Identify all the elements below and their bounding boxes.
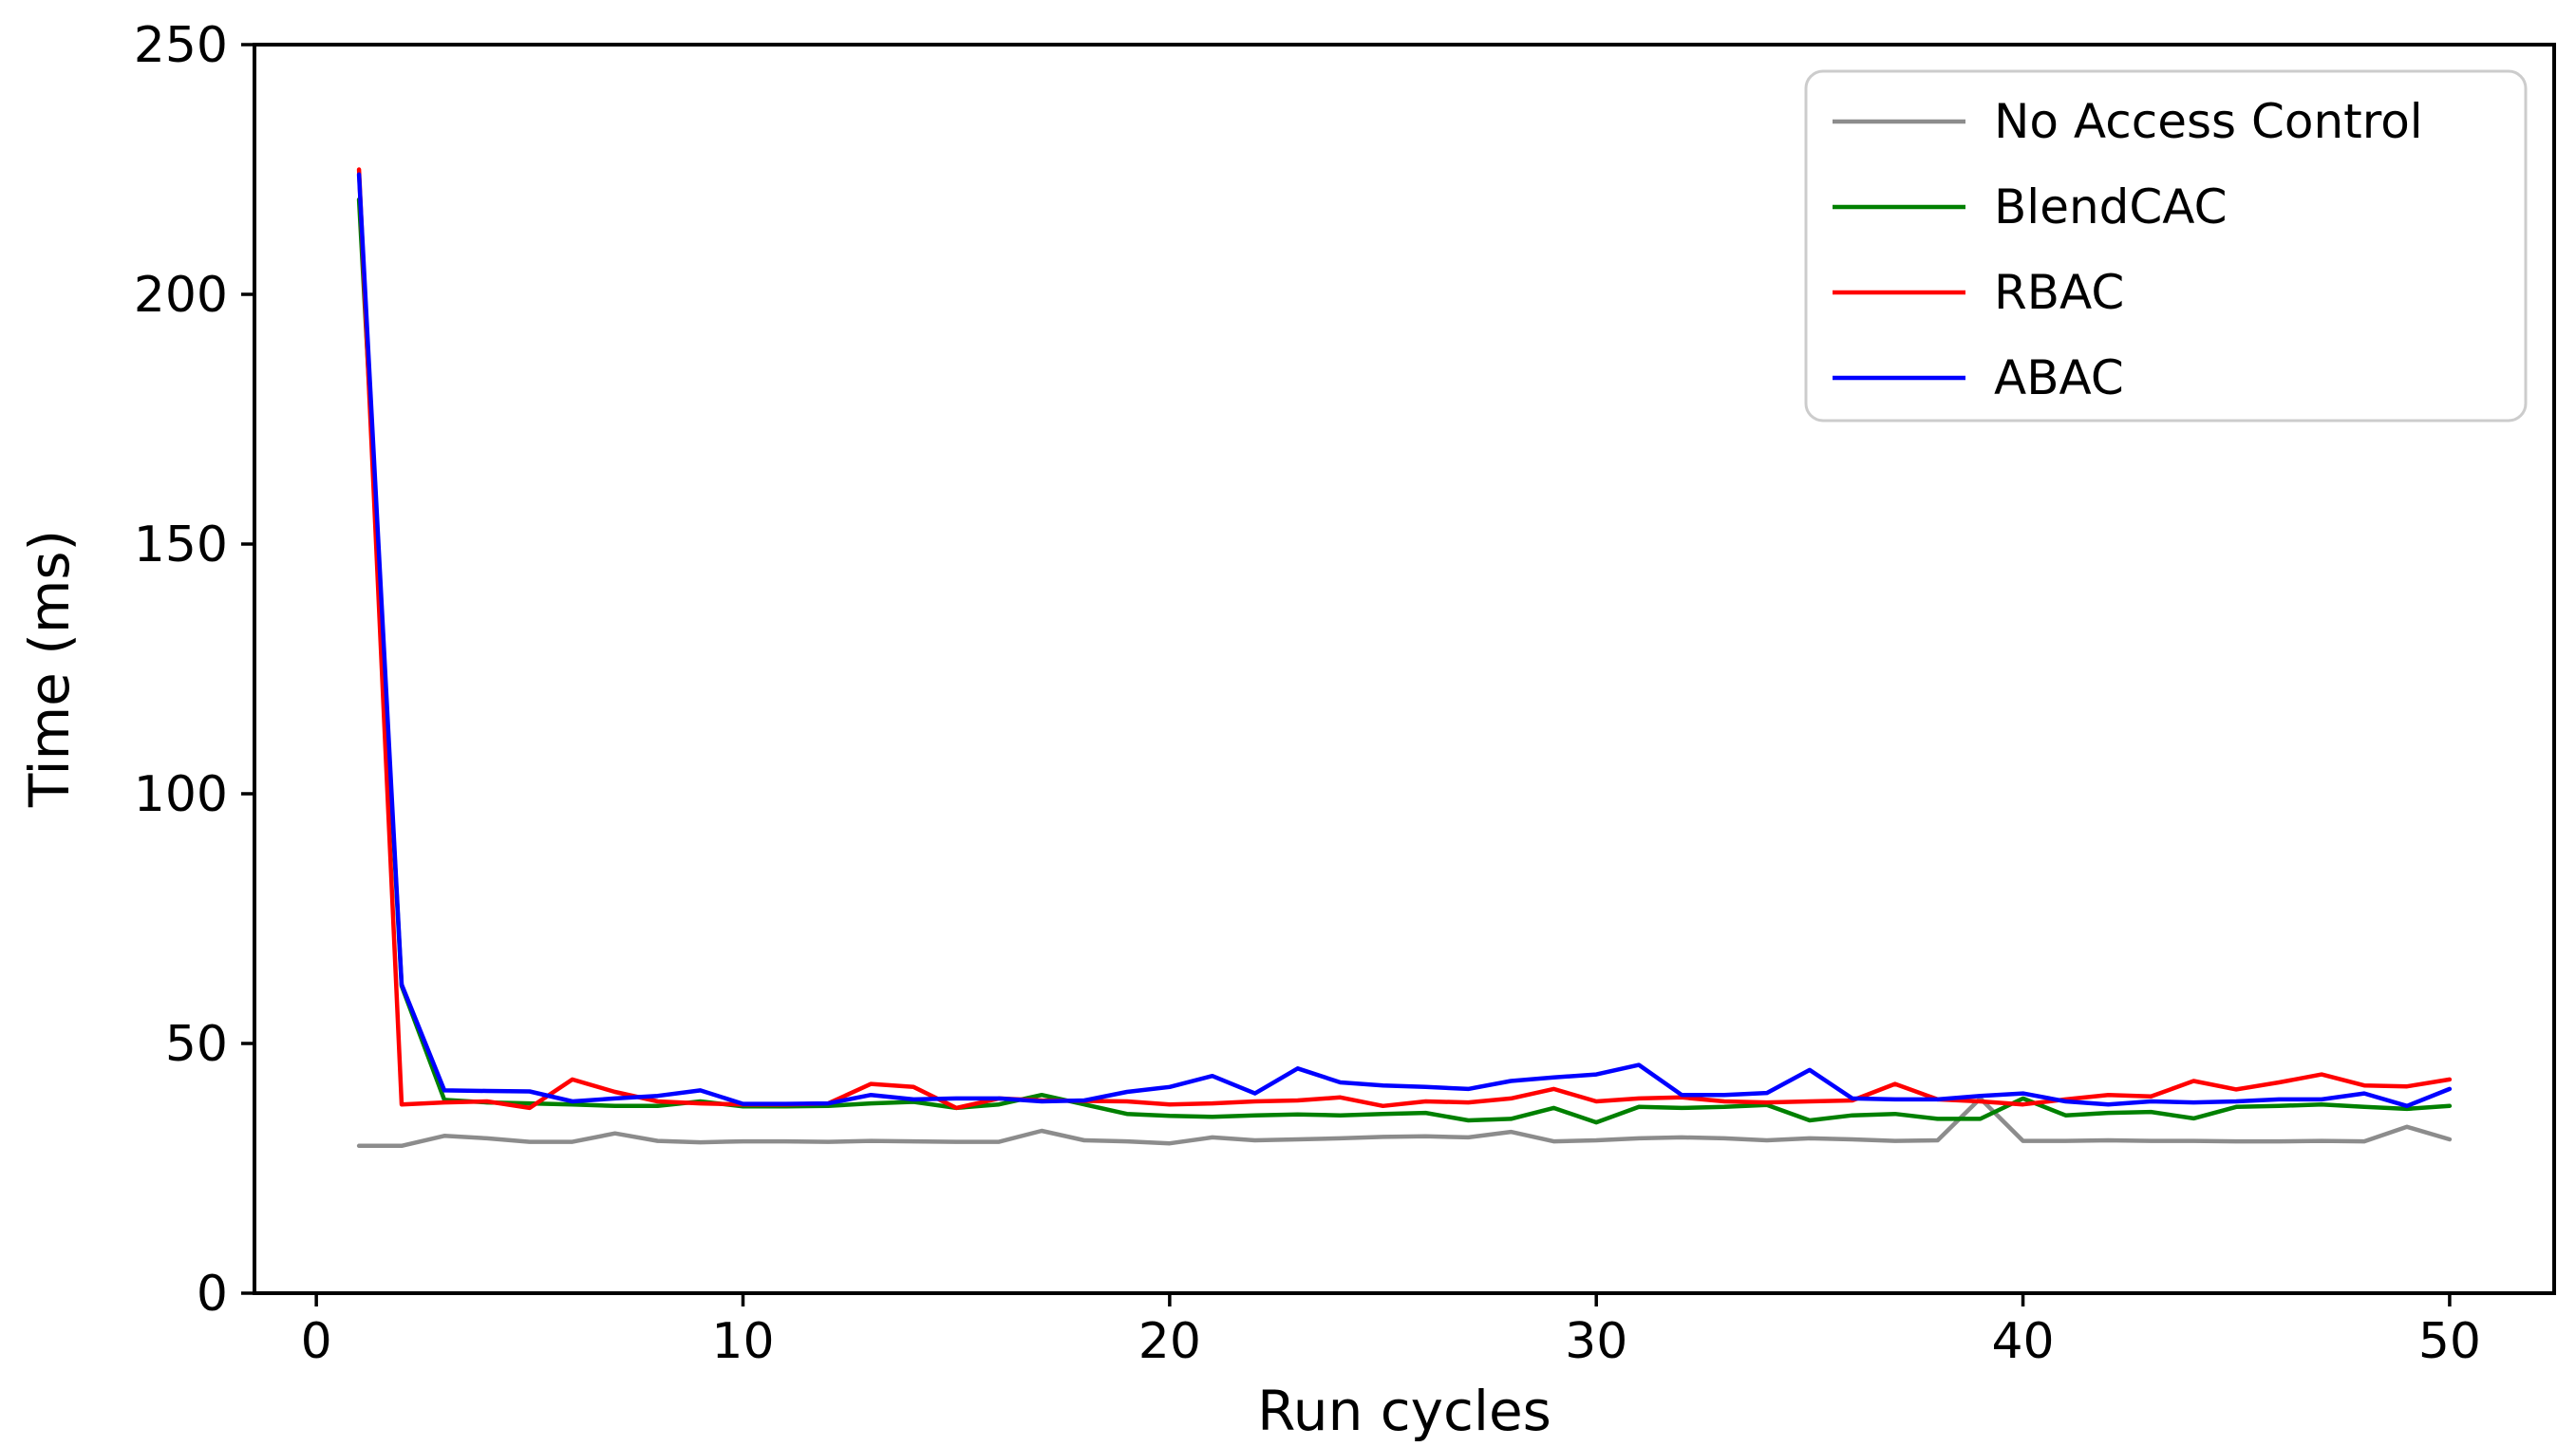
legend-item-abac: ABAC	[1833, 350, 2124, 405]
y-tick-label: 50	[165, 1016, 228, 1073]
legend-box	[1804, 69, 2528, 423]
legend-label: RBAC	[1994, 265, 2124, 320]
x-axis-ticks: 0 10 20 30 40 50	[301, 1293, 2481, 1370]
series-line-no-access-control	[356, 1096, 2453, 1149]
series-line-rbac	[356, 167, 2453, 1111]
legend-item-blendcac: BlendCAC	[1833, 179, 2228, 235]
legend-item-no-access-control: No Access Control	[1833, 94, 2423, 149]
data-series	[356, 167, 2453, 1149]
y-axis-label: Time (ms)	[17, 530, 82, 808]
x-tick-label: 40	[1991, 1313, 2054, 1370]
x-tick-label: 20	[1138, 1313, 1201, 1370]
legend-label: BlendCAC	[1994, 179, 2228, 235]
x-tick-label: 0	[301, 1313, 332, 1370]
x-tick-label: 30	[1565, 1313, 1627, 1370]
x-tick-label: 50	[2418, 1313, 2481, 1370]
y-tick-label: 250	[134, 17, 228, 74]
legend-label: ABAC	[1994, 350, 2124, 405]
y-axis-ticks: 0 50 100 150 200 250	[134, 17, 254, 1323]
y-tick-label: 200	[134, 267, 228, 324]
y-tick-label: 100	[134, 766, 228, 823]
legend-label: No Access Control	[1994, 94, 2423, 149]
legend: No Access Control BlendCAC RBAC ABAC	[1804, 69, 2528, 423]
y-tick-label: 150	[134, 517, 228, 573]
x-axis-label: Run cycles	[1257, 1379, 1551, 1443]
axes-spines	[253, 43, 2556, 1295]
legend-item-rbac: RBAC	[1833, 265, 2124, 320]
y-tick-label: 0	[197, 1266, 228, 1323]
x-tick-label: 10	[711, 1313, 774, 1370]
series-line-abac	[356, 172, 2453, 1109]
